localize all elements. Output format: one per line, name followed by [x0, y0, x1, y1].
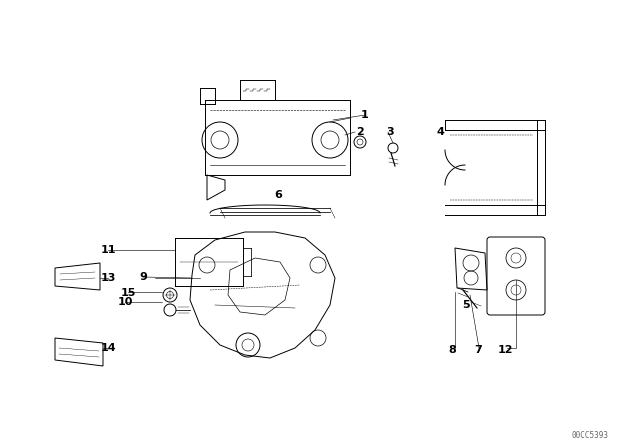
Text: 6: 6: [274, 190, 282, 200]
Text: 7: 7: [474, 345, 482, 355]
Text: 5: 5: [462, 300, 470, 310]
Text: 3: 3: [386, 127, 394, 137]
Text: 13: 13: [100, 273, 116, 283]
Text: 9: 9: [139, 272, 147, 282]
Text: 8: 8: [448, 345, 456, 355]
Text: 10: 10: [117, 297, 132, 307]
Text: 12: 12: [497, 345, 513, 355]
Text: 14: 14: [100, 343, 116, 353]
Text: 00CC5393: 00CC5393: [572, 431, 609, 439]
Text: 1: 1: [361, 110, 369, 120]
Text: 4: 4: [436, 127, 444, 137]
Text: 15: 15: [120, 288, 136, 298]
Text: 2: 2: [356, 127, 364, 137]
Text: 11: 11: [100, 245, 116, 255]
